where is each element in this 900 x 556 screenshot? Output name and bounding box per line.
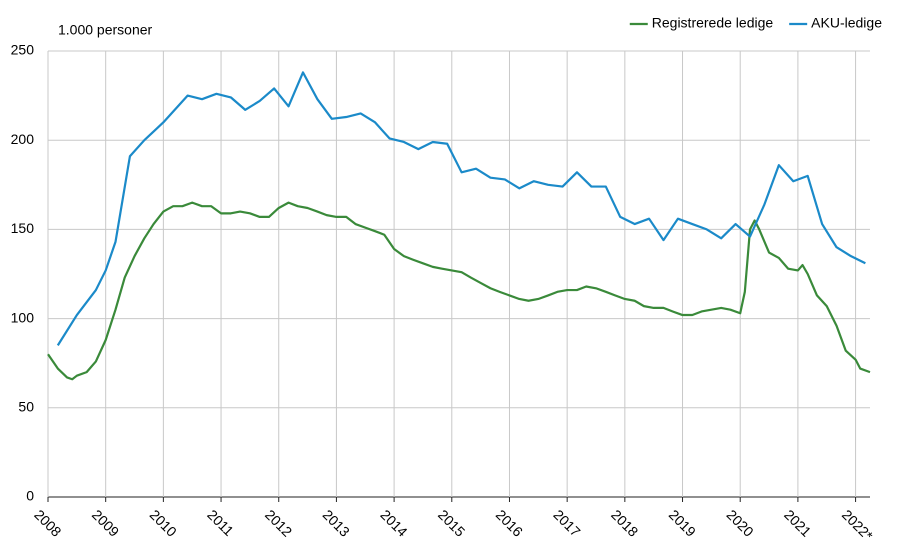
- y-tick-label: 0: [26, 488, 34, 504]
- x-tick-label: 2014: [377, 506, 410, 539]
- x-tick-label: 2013: [320, 506, 353, 539]
- x-tick-label: 2015: [435, 506, 468, 539]
- x-tick-label: 2011: [204, 506, 237, 539]
- y-tick-label: 150: [11, 220, 35, 236]
- x-tick-label: 2018: [608, 506, 641, 539]
- x-tick-label: 2009: [89, 506, 122, 539]
- x-tick-label: 2012: [262, 506, 295, 539]
- x-tick-label: 2021: [781, 506, 814, 539]
- series-line: [56, 71, 866, 346]
- y-axis-label: 1.000 personer: [58, 22, 153, 38]
- x-tick-label: 2020: [723, 506, 756, 539]
- legend-label: Registrerede ledige: [652, 15, 774, 31]
- x-tick-label: 2022*: [839, 506, 877, 544]
- legend-label: AKU-ledige: [811, 15, 882, 31]
- x-tick-label: 2017: [550, 506, 583, 539]
- x-tick-label: 2008: [31, 506, 64, 539]
- x-tick-label: 2019: [666, 506, 699, 539]
- x-tick-label: 2010: [147, 506, 180, 539]
- y-tick-label: 100: [11, 309, 35, 325]
- y-tick-label: 200: [11, 131, 35, 147]
- x-tick-label: 2016: [493, 506, 526, 539]
- series-line: [47, 201, 871, 381]
- y-tick-label: 250: [11, 42, 35, 58]
- y-tick-label: 50: [18, 399, 34, 415]
